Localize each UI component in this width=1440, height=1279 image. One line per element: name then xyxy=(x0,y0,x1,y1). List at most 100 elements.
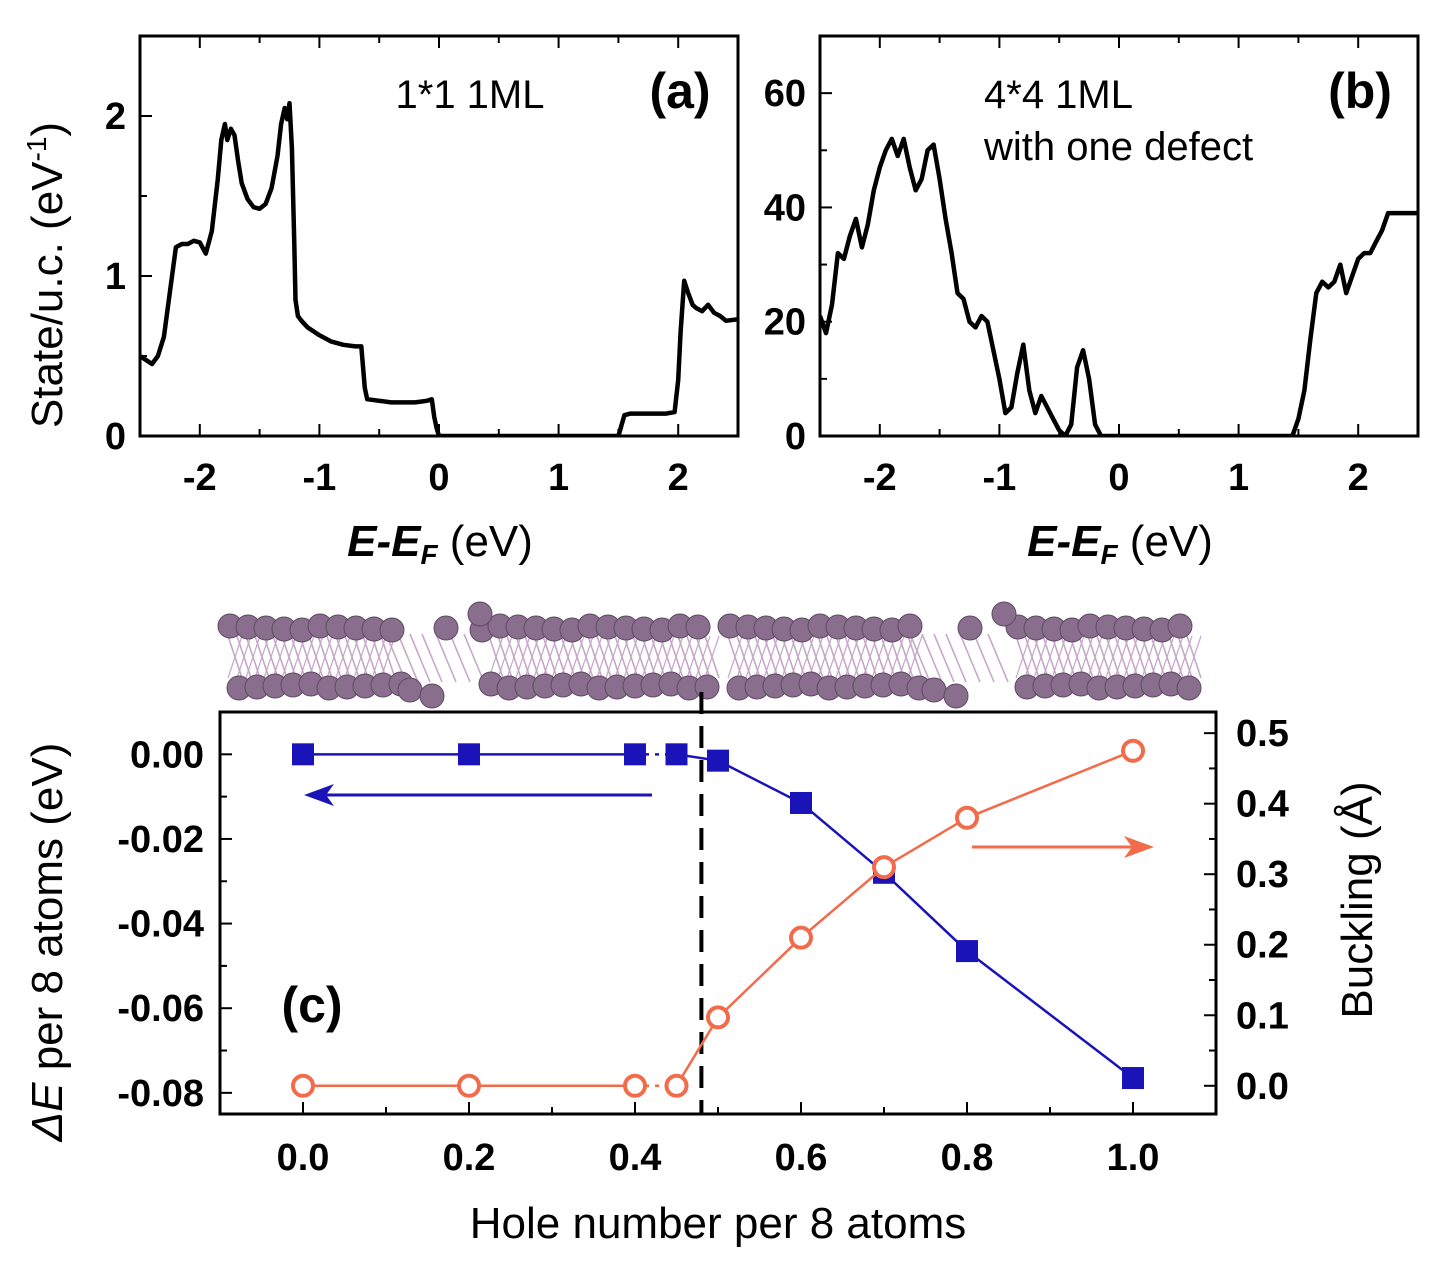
c-right-tick-label: 0.0 xyxy=(1236,1066,1289,1108)
buckling-segment xyxy=(717,936,802,1019)
c-x-tick-label: 0.0 xyxy=(277,1137,330,1179)
buckling-point xyxy=(789,925,813,950)
panel-a-dos-1x1: -2 -1 0 1 2 0 1 2 1*1 1ML (a) E-EF (eV) State/… xyxy=(21,34,740,570)
panel-c-label: (c) xyxy=(281,977,342,1033)
panel-b-x-ticks: -2 -1 0 1 2 xyxy=(819,36,1419,499)
b-x-tick-label: 0 xyxy=(1108,457,1129,499)
energy-segment xyxy=(800,802,885,874)
structure-bond xyxy=(945,633,967,683)
c-right-tick-label: 0.1 xyxy=(1236,995,1289,1037)
buckling-point xyxy=(872,855,896,880)
buckling-segment xyxy=(966,749,1134,819)
energy-point xyxy=(956,940,978,963)
c-right-tick-label: 0.3 xyxy=(1236,854,1289,896)
structure-illustrations xyxy=(217,601,1202,709)
panel-c-ylabel-right: Buckling (Å) xyxy=(1333,781,1382,1018)
a-x-tick-label: -1 xyxy=(303,457,337,499)
structure-atom xyxy=(379,617,405,643)
buckling-series xyxy=(291,738,1145,1098)
structure-bond xyxy=(421,633,443,683)
energy-point xyxy=(790,791,812,814)
c-left-tick-label: -0.08 xyxy=(117,1073,204,1115)
c-x-tick-label: 0.6 xyxy=(775,1137,828,1179)
energy-segment xyxy=(966,950,1134,1080)
buckling-point xyxy=(291,1073,315,1098)
energy-segment xyxy=(717,759,802,805)
c-left-tick-label: -0.04 xyxy=(117,904,204,946)
buckling-point xyxy=(457,1073,481,1098)
a-x-tick-label: 2 xyxy=(668,457,689,499)
panel-b-dos-curve xyxy=(820,136,1418,436)
structure-bond xyxy=(1186,635,1202,679)
structure-right xyxy=(717,601,1202,709)
b-y-tick-label: 40 xyxy=(764,187,806,229)
buckling-axis-arrow xyxy=(972,836,1154,858)
a-x-tick-label: 1 xyxy=(548,457,569,499)
panel-a-dos-curve xyxy=(140,100,738,436)
structure-atom xyxy=(1167,613,1193,639)
panel-c-ylabel-left: ΔE per 8 atoms (eV) xyxy=(23,743,72,1143)
c-right-tick-label: 0.5 xyxy=(1236,713,1289,755)
b-y-tick-label: 20 xyxy=(764,302,806,344)
b-y-tick-label: 60 xyxy=(764,73,806,115)
structure-bond xyxy=(909,633,931,683)
structure-bond xyxy=(973,633,995,683)
structure-bond xyxy=(933,633,955,683)
structure-atom xyxy=(957,615,983,641)
panel-a-x-ticks: -2 -1 0 1 2 xyxy=(139,36,739,499)
c-x-tick-label: 0.2 xyxy=(443,1137,496,1179)
energy-point xyxy=(624,743,646,766)
c-right-tick-label: 0.2 xyxy=(1236,925,1289,967)
panel-c-frame xyxy=(218,710,1218,1116)
buckling-segment xyxy=(800,866,885,939)
structure-bond xyxy=(449,633,471,683)
structure-atom xyxy=(419,683,445,709)
panel-c-energy-buckling: 0.0 0.2 0.4 0.6 0.8 1.0 0.00 -0.02 -0.04 -0.06 -0… xyxy=(23,692,1382,1248)
panel-b-annotation-line-2: with one defect xyxy=(983,125,1253,169)
panel-a-xlabel: E-EF (eV) xyxy=(347,517,533,570)
panel-c-xlabel: Hole number per 8 atoms xyxy=(470,1199,966,1248)
structure-atom xyxy=(397,677,423,703)
a-x-tick-label: 0 xyxy=(428,457,449,499)
buckling-point xyxy=(623,1073,647,1098)
panel-b-label: (b) xyxy=(1328,63,1392,119)
structure-atom xyxy=(1176,675,1202,701)
structure-bond xyxy=(987,633,1009,683)
buckling-point xyxy=(706,1005,730,1030)
structure-left xyxy=(217,601,720,709)
b-x-tick-label: 2 xyxy=(1348,457,1369,499)
structure-atom xyxy=(943,683,969,709)
a-y-tick-label: 0 xyxy=(105,416,126,458)
energy-segment xyxy=(883,871,968,952)
panel-c-x-ticks: 0.0 0.2 0.4 0.6 0.8 1.0 xyxy=(219,1102,1217,1179)
structure-bond xyxy=(397,633,419,683)
buckling-segment xyxy=(675,1016,720,1087)
energy-point xyxy=(707,749,729,772)
a-y-tick-label: 2 xyxy=(105,96,126,138)
panel-c-right-ticks: 0.0 0.1 0.2 0.3 0.4 0.5 xyxy=(1204,713,1289,1108)
energy-point xyxy=(1122,1067,1144,1090)
structure-atom xyxy=(433,615,459,641)
panel-b-xlabel: E-EF (eV) xyxy=(1027,517,1213,570)
structure-atom xyxy=(467,601,493,627)
buckling-point xyxy=(664,1073,689,1098)
c-left-tick-label: 0.00 xyxy=(130,734,204,776)
panel-b-y-ticks: 0 20 40 60 xyxy=(764,35,832,458)
structure-bond xyxy=(921,633,943,683)
a-x-tick-label: -2 xyxy=(183,457,217,499)
structure-bond xyxy=(959,633,981,683)
b-x-tick-label: -1 xyxy=(983,457,1017,499)
buckling-point xyxy=(955,805,979,830)
structure-bond xyxy=(380,635,396,679)
c-x-tick-label: 1.0 xyxy=(1107,1137,1160,1179)
structure-bond xyxy=(704,635,720,679)
energy-point xyxy=(458,743,480,766)
energy-point xyxy=(292,743,314,766)
panel-c-left-ticks: 0.00 -0.02 -0.04 -0.06 -0.08 xyxy=(117,734,232,1115)
c-x-tick-label: 0.8 xyxy=(941,1137,994,1179)
buckling-segment xyxy=(883,816,968,869)
a-y-tick-label: 1 xyxy=(105,256,126,298)
panel-a-ylabel: State/u.c. (eV-1) xyxy=(21,122,72,428)
